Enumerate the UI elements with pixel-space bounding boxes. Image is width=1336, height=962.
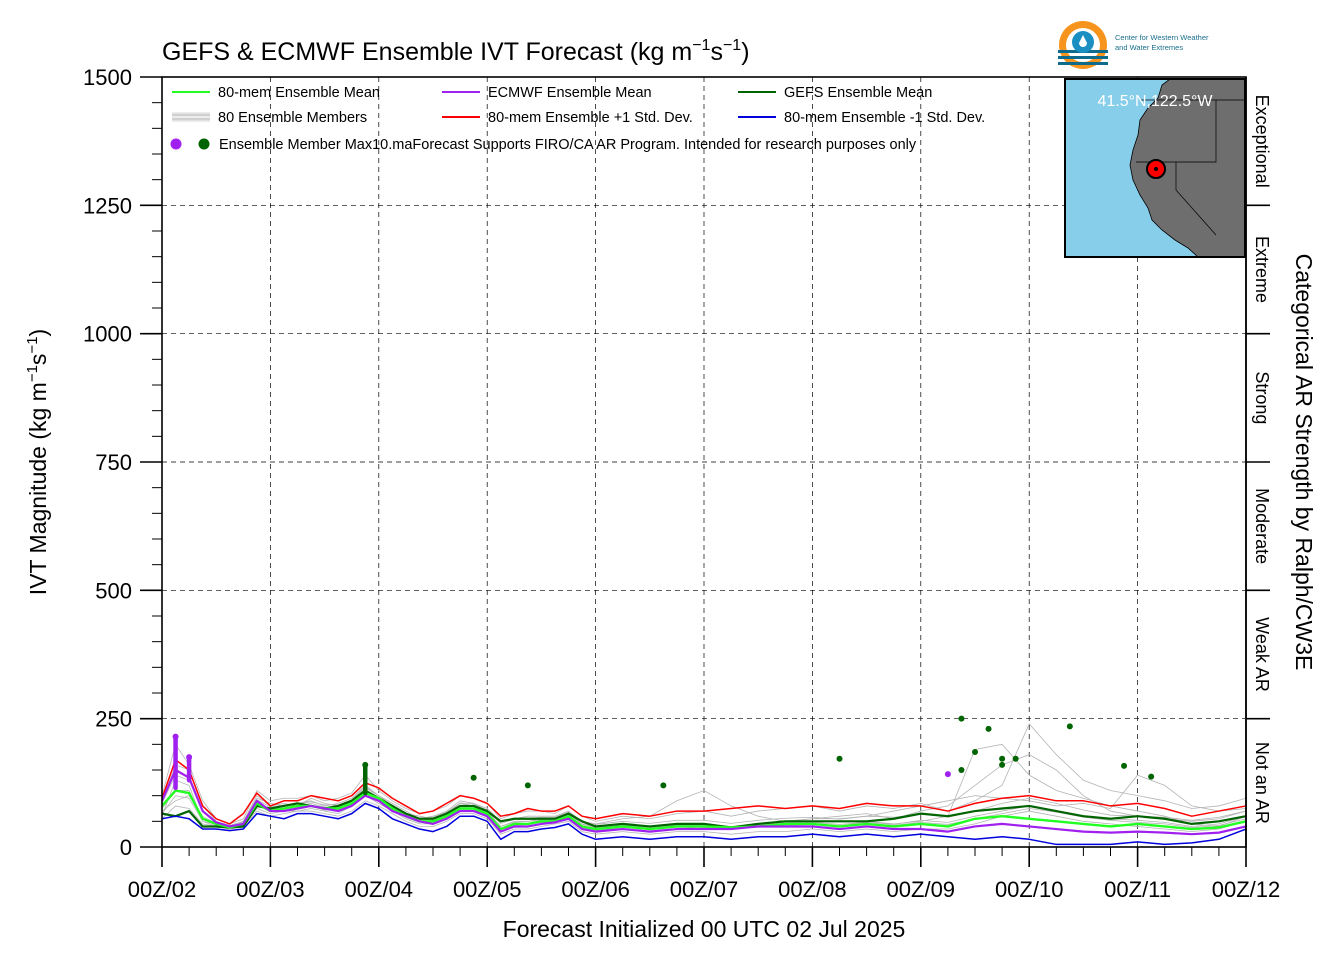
y-tick-label: 1250 xyxy=(83,193,132,218)
x-tick-label: 00Z/10 xyxy=(995,877,1064,902)
series-line-1 xyxy=(161,789,1247,829)
x-tick-label: 00Z/12 xyxy=(1212,877,1281,902)
member-max-point xyxy=(1148,773,1155,780)
member-max-point xyxy=(958,767,965,773)
category-axis: Not an AR Weak AR Moderate Strong Extreme Exc… xyxy=(1245,77,1272,847)
legend-label: ECMWF Ensemble Mean xyxy=(488,85,652,101)
grid-lines xyxy=(162,77,1246,847)
member-max-point xyxy=(999,761,1006,768)
member-max-point xyxy=(1121,762,1128,769)
member-max-point xyxy=(524,782,531,789)
inset-map: 41.5°N,122.5°W xyxy=(1064,78,1246,258)
series-line-2 xyxy=(161,789,1247,831)
y-tick-label: 0 xyxy=(120,835,132,860)
legend-label: 80-mem Ensemble -1 Std. Dev. xyxy=(784,110,985,126)
series-line-0 xyxy=(161,758,1247,825)
member-max-point xyxy=(944,771,951,778)
member-max-point xyxy=(1066,723,1073,730)
category-label: Moderate xyxy=(1252,488,1272,564)
member-max-point xyxy=(660,782,667,789)
y-tick-label: 500 xyxy=(95,578,132,603)
y-axis: 0 250 500 750 1000 1250 1500 xyxy=(83,65,162,860)
x-tick-label: 00Z/09 xyxy=(887,877,956,902)
y-tick-label: 750 xyxy=(95,450,132,475)
member-max-point xyxy=(958,715,965,722)
category-label: Extreme xyxy=(1252,236,1272,303)
category-label: Not an AR xyxy=(1252,742,1272,824)
category-label: Strong xyxy=(1252,371,1272,424)
legend-label: GEFS Ensemble Mean xyxy=(784,85,932,101)
legend-label: 80-mem Ensemble +1 Std. Dev. xyxy=(488,110,693,126)
y-tick-label: 1000 xyxy=(83,322,132,347)
legend-max-label: Ensemble Member Max10.maForecast Support… xyxy=(219,137,917,153)
x-tick-label: 00Z/06 xyxy=(561,877,630,902)
member-max-point xyxy=(470,774,477,781)
logo-line2: and Water Extremes xyxy=(1115,43,1183,52)
series-line-4 xyxy=(161,802,1247,846)
y-axis-label: IVT Magnitude (kg m−1s−1) xyxy=(24,329,51,595)
y-tick-label: 250 xyxy=(95,707,132,732)
member-max-point xyxy=(972,749,978,756)
member-max-point xyxy=(836,755,843,762)
series-lines xyxy=(160,758,1247,846)
category-label: Exceptional xyxy=(1252,95,1272,188)
category-label: Weak AR xyxy=(1252,617,1272,692)
x-tick-label: 00Z/03 xyxy=(236,877,305,902)
legend: 80-mem Ensemble Mean ECMWF Ensemble Mean G… xyxy=(170,85,985,153)
x-tick-label: 00Z/08 xyxy=(778,877,847,902)
y-tick-label: 1500 xyxy=(83,65,132,90)
member-max-point xyxy=(985,725,992,732)
legend-max-gefs-dot xyxy=(198,138,210,150)
member-max-markers xyxy=(172,715,1155,796)
member-max-point xyxy=(999,755,1006,762)
x-tick-label: 00Z/11 xyxy=(1104,877,1171,902)
legend-label: 80 Ensemble Members xyxy=(218,110,367,126)
series-line-3 xyxy=(160,768,1247,836)
ensemble-member-line xyxy=(161,800,1247,835)
inset-location-label: 41.5°N,122.5°W xyxy=(1097,93,1213,110)
x-axis-label: Forecast Initialized 00 UTC 02 Jul 2025 xyxy=(503,916,906,942)
member-max-point xyxy=(186,754,193,761)
member-max-point xyxy=(172,733,179,740)
right-axis-label: Categorical AR Strength by Ralph/CW3E xyxy=(1291,254,1317,671)
x-tick-label: 00Z/02 xyxy=(128,877,197,902)
x-tick-label: 00Z/04 xyxy=(345,877,414,902)
chart-title: GEFS & ECMWF Ensemble IVT Forecast (kg m… xyxy=(162,37,750,66)
member-max-point xyxy=(362,761,369,768)
legend-max-ecmwf-dot xyxy=(170,138,182,150)
legend-label: 80-mem Ensemble Mean xyxy=(218,85,380,101)
x-axis: 00Z/02 00Z/03 00Z/04 00Z/05 00Z/06 00Z/07 00Z/… xyxy=(128,847,1281,902)
member-max-point xyxy=(1012,755,1019,762)
logo-line1: Center for Western Weather xyxy=(1115,33,1209,42)
x-tick-label: 00Z/07 xyxy=(670,877,739,902)
cw3e-logo: Center for Western Weather and Water Ext… xyxy=(1058,21,1209,69)
x-tick-label: 00Z/05 xyxy=(453,877,522,902)
